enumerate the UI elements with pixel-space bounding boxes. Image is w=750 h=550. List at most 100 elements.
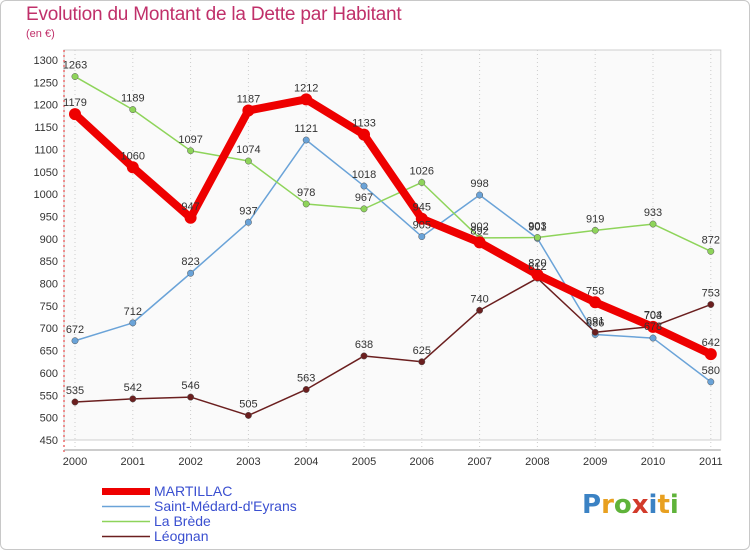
logo-letter: P xyxy=(582,490,602,520)
plot-area xyxy=(63,49,722,441)
data-point xyxy=(242,104,255,117)
legend-swatch-leognan xyxy=(102,535,150,538)
series-line xyxy=(74,277,712,417)
data-label: 740 xyxy=(470,293,488,305)
series-line xyxy=(74,75,712,253)
legend-item-martillac: MARTILLAC xyxy=(100,484,297,499)
data-label: 753 xyxy=(702,288,720,300)
data-label: 812 xyxy=(528,261,546,273)
y-tick-label: 500 xyxy=(40,413,58,425)
legend-swatch-martillac xyxy=(102,488,150,495)
data-point xyxy=(591,226,599,234)
x-tick-label: 2003 xyxy=(236,456,260,468)
data-label: 1018 xyxy=(352,169,376,181)
data-point xyxy=(358,128,370,141)
y-tick-label: 1150 xyxy=(34,122,58,134)
y-tick-label: 450 xyxy=(40,435,58,447)
series-line xyxy=(71,95,715,359)
data-label: 902 xyxy=(470,221,488,233)
data-point xyxy=(129,319,137,327)
chart-subtitle: (en €) xyxy=(26,28,55,40)
data-label: 872 xyxy=(702,234,720,246)
data-point xyxy=(244,218,252,226)
data-point xyxy=(707,301,715,308)
data-point xyxy=(418,179,426,186)
x-tick-label: 2009 xyxy=(583,456,607,468)
y-tick-label: 750 xyxy=(40,301,58,313)
x-tick-label: 2008 xyxy=(525,456,549,468)
data-label: 704 xyxy=(644,309,662,321)
data-point xyxy=(244,157,252,165)
y-tick-label: 600 xyxy=(40,368,58,380)
data-point xyxy=(302,200,310,208)
legend-swatch-saint-medard xyxy=(102,505,150,508)
legend-label-la-brede: La Brède xyxy=(154,513,211,529)
logo-letter: o xyxy=(613,490,632,520)
y-tick-label: 1300 xyxy=(34,55,58,67)
data-point xyxy=(184,211,197,224)
x-tick-label: 2007 xyxy=(467,456,491,468)
data-point xyxy=(649,220,657,228)
data-label: 546 xyxy=(181,380,199,392)
data-point xyxy=(649,334,657,342)
data-point xyxy=(360,205,368,213)
data-label: 820 xyxy=(528,258,546,270)
data-label: 903 xyxy=(528,220,546,232)
data-point xyxy=(187,393,195,401)
data-label: 945 xyxy=(413,202,431,214)
data-label: 535 xyxy=(66,385,84,397)
legend-label-saint-medard: Saint-Médard-d'Eyrans xyxy=(154,498,297,514)
series-line xyxy=(74,139,712,383)
y-tick-label: 1200 xyxy=(34,100,58,112)
logo-letter: x xyxy=(631,490,649,520)
data-point xyxy=(473,236,486,249)
data-label: 998 xyxy=(470,178,488,190)
data-point xyxy=(71,398,79,406)
y-tick-label: 1000 xyxy=(34,189,58,201)
legend-item-la-brede: La Brède xyxy=(100,514,297,529)
data-label: 625 xyxy=(413,345,431,357)
data-label: 691 xyxy=(586,315,604,327)
data-label: 1121 xyxy=(294,123,318,135)
data-point xyxy=(704,348,717,361)
data-label: 580 xyxy=(702,365,720,377)
data-label: 1187 xyxy=(237,94,261,106)
data-label: 823 xyxy=(181,256,199,268)
data-label: 1179 xyxy=(63,97,87,109)
legend: MARTILLAC Saint-Médard-d'Eyrans La Brède… xyxy=(100,484,297,544)
chart-title: Evolution du Montant de la Dette par Hab… xyxy=(26,4,402,25)
data-point xyxy=(360,182,368,190)
data-label: 937 xyxy=(239,205,257,217)
data-label: 1133 xyxy=(352,118,376,130)
data-label: 563 xyxy=(297,372,315,384)
data-label: 505 xyxy=(239,398,257,410)
x-tick-label: 2006 xyxy=(410,456,434,468)
data-label: 678 xyxy=(644,321,662,333)
y-tick-label: 800 xyxy=(40,279,58,291)
y-tick-label: 550 xyxy=(40,390,58,402)
data-label: 1074 xyxy=(236,144,260,156)
x-tick-label: 2002 xyxy=(178,456,202,468)
data-label: 901 xyxy=(528,221,546,233)
data-label: 1060 xyxy=(121,150,145,162)
y-tick-label: 650 xyxy=(40,346,58,358)
data-point xyxy=(129,395,137,403)
data-point xyxy=(418,358,426,366)
data-label: 703 xyxy=(644,310,662,322)
data-point xyxy=(187,269,195,277)
data-label: 1263 xyxy=(63,60,87,72)
data-label: 1212 xyxy=(294,82,318,94)
data-point xyxy=(533,234,541,241)
data-label: 978 xyxy=(297,187,315,199)
data-point xyxy=(707,247,715,255)
data-label: 1097 xyxy=(178,134,202,146)
data-point xyxy=(71,337,79,345)
data-label: 1189 xyxy=(121,93,145,105)
data-label: 672 xyxy=(66,324,84,336)
data-point xyxy=(707,378,715,386)
y-tick-label: 1250 xyxy=(34,77,58,89)
data-point xyxy=(126,161,139,174)
x-tick-label: 2004 xyxy=(294,456,318,468)
data-label: 642 xyxy=(702,337,720,349)
